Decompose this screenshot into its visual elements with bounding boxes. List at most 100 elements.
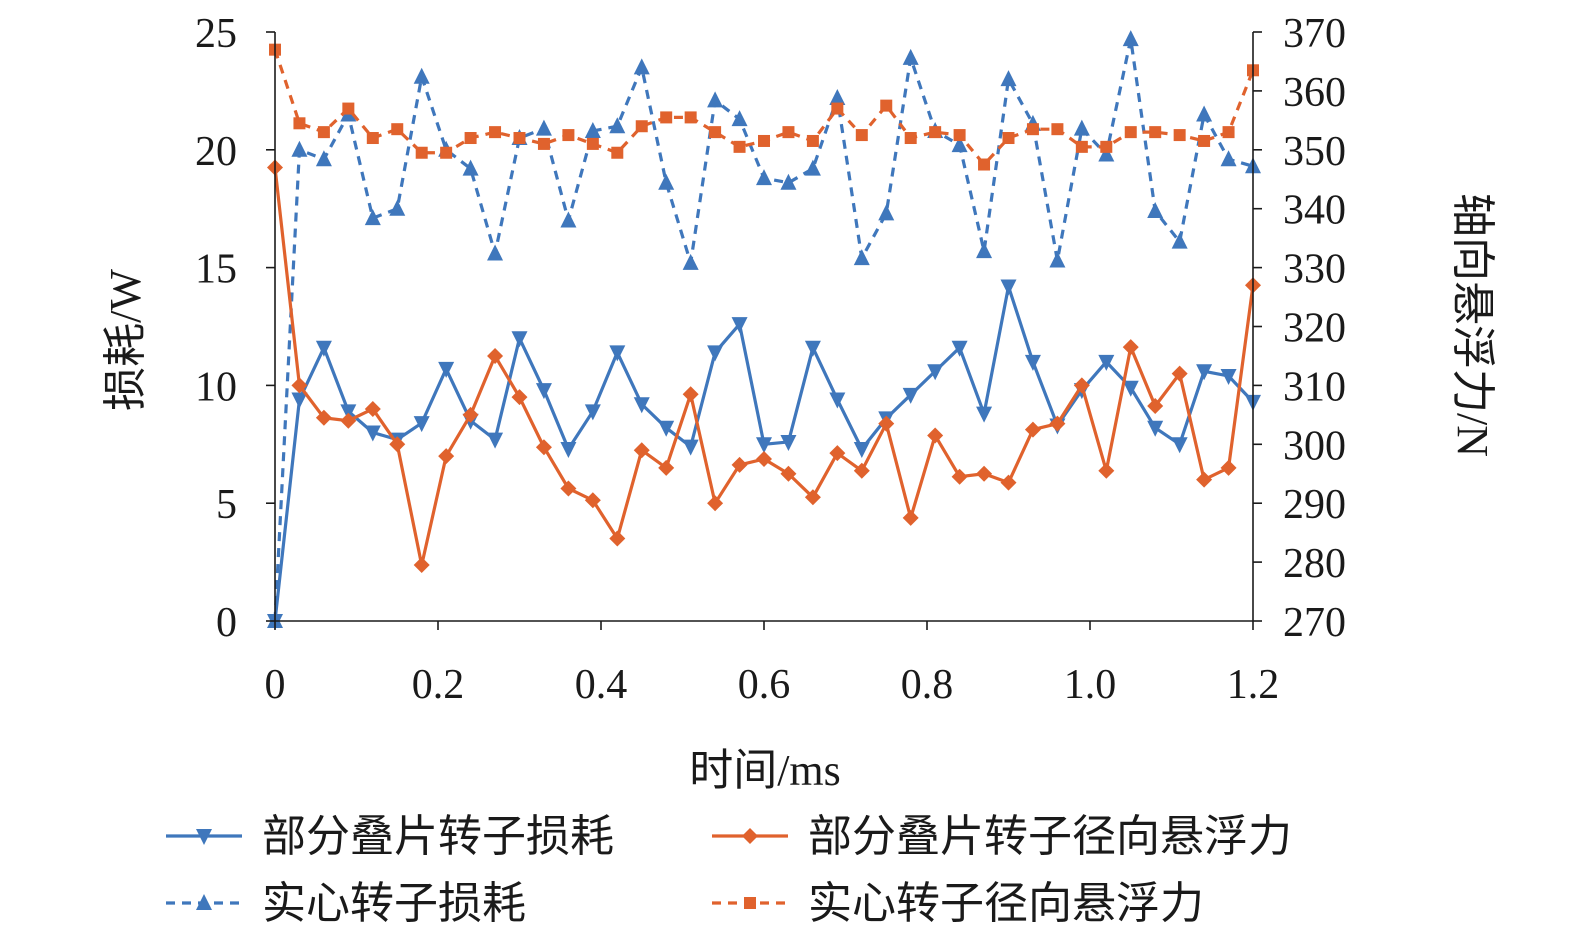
x-tick-label: 0.8 <box>901 662 954 708</box>
data-point <box>1196 105 1213 122</box>
data-point <box>1000 474 1017 491</box>
data-point <box>560 480 577 497</box>
data-point <box>707 345 724 362</box>
x-axis-label: 时间/ms <box>689 746 841 795</box>
data-point <box>633 442 650 459</box>
series-1 <box>267 159 1261 574</box>
left-y-tick-label: 10 <box>195 364 237 410</box>
data-point <box>1026 123 1039 136</box>
legend-item: 实心转子损耗 <box>166 879 526 928</box>
x-ticks: 0 0.2 0.4 0.6 0.8 1.0 1.2 <box>265 621 1280 708</box>
data-point <box>660 111 673 124</box>
right-y-tick-label: 290 <box>1283 482 1346 528</box>
x-tick-label: 1.2 <box>1227 662 1280 708</box>
data-point <box>511 389 528 406</box>
data-point <box>709 126 722 139</box>
data-point <box>927 427 944 444</box>
x-tick-label: 0.6 <box>738 662 791 708</box>
x-tick-label: 1.0 <box>1064 662 1117 708</box>
data-point <box>853 249 870 266</box>
data-point <box>1122 380 1139 397</box>
data-point <box>462 406 479 423</box>
data-point <box>584 121 601 138</box>
data-point <box>413 67 430 84</box>
data-point <box>633 58 650 75</box>
data-point <box>902 48 919 65</box>
data-point <box>342 102 355 115</box>
data-point <box>609 345 626 362</box>
data-point <box>413 557 430 574</box>
data-point <box>1000 279 1017 296</box>
x-tick-label: 0.4 <box>575 662 628 708</box>
data-point <box>511 331 528 348</box>
data-point <box>658 420 675 437</box>
left-y-tick-label: 20 <box>195 129 237 175</box>
data-point <box>756 169 772 186</box>
data-point <box>562 129 575 142</box>
legend-label: 部分叠片转子损耗 <box>262 812 614 861</box>
data-point <box>658 173 675 190</box>
data-point <box>1147 202 1164 219</box>
data-point <box>413 416 430 433</box>
data-point <box>1198 134 1211 147</box>
right-y-tick-label: 320 <box>1283 306 1346 352</box>
data-point <box>1100 140 1113 153</box>
data-point <box>682 439 699 456</box>
data-point <box>1124 126 1137 139</box>
data-point <box>951 136 968 153</box>
data-point <box>535 439 552 456</box>
data-point <box>584 492 601 509</box>
right-y-tick-label: 270 <box>1283 600 1346 646</box>
series-3 <box>269 43 1259 171</box>
data-point <box>1147 398 1164 415</box>
data-point <box>389 199 406 216</box>
data-point <box>929 126 942 139</box>
data-point <box>780 465 797 482</box>
right-y-tick-label: 300 <box>1283 423 1346 469</box>
left-y-tick-label: 15 <box>195 247 237 293</box>
data-point <box>315 340 332 357</box>
legend-marker <box>196 829 212 845</box>
left-y-axis-label: 损耗/W <box>101 269 150 411</box>
data-point <box>951 468 968 485</box>
data-point <box>340 404 357 421</box>
data-point <box>829 445 846 462</box>
data-point <box>584 404 601 421</box>
data-point <box>364 209 381 226</box>
data-point <box>462 159 479 176</box>
legend-item: 部分叠片转子损耗 <box>166 812 614 861</box>
data-point <box>315 150 332 167</box>
right-y-tick-label: 370 <box>1283 11 1346 57</box>
data-point <box>609 530 626 547</box>
data-point <box>1220 459 1237 476</box>
data-point <box>758 134 770 147</box>
data-point <box>1024 421 1041 438</box>
data-point <box>880 99 893 112</box>
data-point <box>804 340 821 357</box>
data-point <box>440 146 453 159</box>
data-point <box>1220 150 1237 167</box>
data-point <box>1171 365 1188 382</box>
plot-area: 0 5 10 15 20 25 270 280 290 300 310 320 330 340 350 36… <box>195 11 1346 708</box>
data-point <box>560 211 577 228</box>
data-point <box>560 442 577 459</box>
data-point <box>1098 354 1115 371</box>
series-line <box>273 37 1254 622</box>
right-y-tick-label: 280 <box>1283 541 1346 587</box>
legend-item: 实心转子径向悬浮力 <box>712 879 1204 928</box>
data-point <box>976 242 993 259</box>
data-point <box>611 146 624 159</box>
data-point <box>658 459 675 476</box>
right-y-tick-label: 330 <box>1283 247 1346 293</box>
data-point <box>1049 415 1066 432</box>
legend-marker <box>196 894 212 910</box>
data-point <box>731 456 748 473</box>
data-point <box>635 120 648 133</box>
data-point <box>976 406 993 423</box>
data-point <box>976 465 993 482</box>
right-y-axis-label: 轴向悬浮力/N <box>1448 193 1497 457</box>
data-point <box>804 159 821 176</box>
data-point <box>1149 126 1162 139</box>
